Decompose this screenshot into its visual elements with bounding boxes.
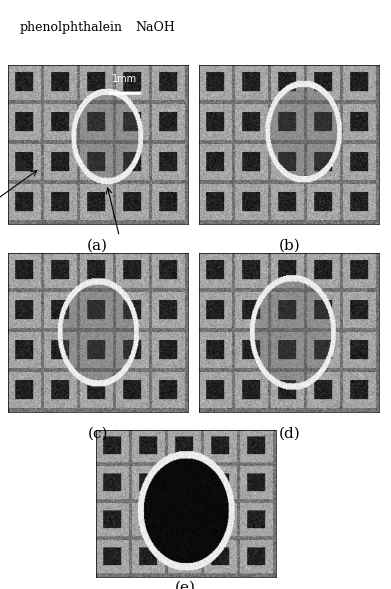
Text: NaOH: NaOH [135, 21, 175, 34]
Text: (e): (e) [175, 580, 196, 589]
Text: (b): (b) [278, 239, 300, 253]
Text: (d): (d) [278, 427, 300, 441]
Text: (a): (a) [87, 239, 108, 253]
Text: 1mm: 1mm [112, 74, 137, 84]
Text: (c): (c) [88, 427, 108, 441]
Text: phenolphthalein: phenolphthalein [20, 21, 122, 34]
